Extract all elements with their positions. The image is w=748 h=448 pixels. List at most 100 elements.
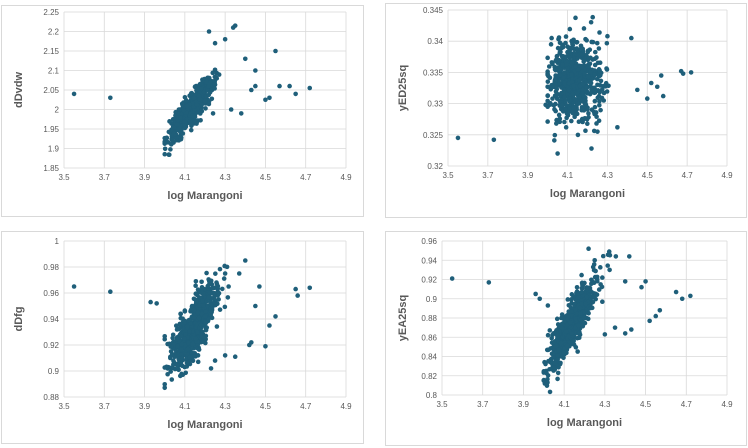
data-point bbox=[219, 286, 225, 292]
data-point bbox=[180, 372, 186, 378]
data-point bbox=[613, 254, 619, 259]
data-point bbox=[600, 253, 606, 259]
data-point bbox=[562, 80, 567, 86]
data-point bbox=[307, 285, 313, 291]
data-point bbox=[190, 113, 196, 119]
data-point bbox=[184, 364, 190, 369]
data-point bbox=[190, 341, 196, 347]
data-point bbox=[200, 339, 206, 344]
y-tick-label: 2.15 bbox=[43, 47, 59, 56]
x-tick-label: 4.5 bbox=[642, 171, 654, 180]
data-point bbox=[168, 355, 173, 361]
data-point bbox=[71, 91, 77, 97]
data-point bbox=[607, 267, 612, 273]
data-point bbox=[576, 119, 582, 125]
data-point bbox=[232, 23, 238, 28]
data-point bbox=[171, 362, 176, 367]
data-point bbox=[589, 87, 594, 92]
data-point bbox=[605, 263, 611, 268]
data-point bbox=[162, 385, 168, 391]
data-point bbox=[579, 272, 584, 278]
data-point bbox=[556, 347, 561, 353]
y-tick-label: 2.2 bbox=[48, 28, 60, 37]
data-point bbox=[573, 316, 578, 322]
data-point bbox=[154, 301, 159, 306]
data-point bbox=[207, 281, 212, 287]
y-tick-label: 2.05 bbox=[43, 86, 59, 95]
y-tick-label: 2.25 bbox=[43, 8, 59, 17]
data-point bbox=[576, 95, 582, 100]
data-point bbox=[557, 80, 562, 86]
data-point bbox=[555, 370, 561, 376]
data-point bbox=[597, 98, 602, 104]
data-point bbox=[206, 316, 211, 322]
data-point bbox=[455, 135, 461, 141]
y-tick-label: 0.92 bbox=[421, 276, 437, 285]
data-point bbox=[208, 302, 214, 308]
data-point bbox=[253, 303, 258, 309]
data-point bbox=[583, 128, 588, 134]
data-point bbox=[208, 306, 214, 311]
data-point bbox=[590, 264, 596, 270]
data-point bbox=[563, 125, 569, 130]
data-point bbox=[564, 62, 569, 67]
data-point bbox=[214, 70, 220, 76]
y-tick-label: 0.8 bbox=[426, 391, 438, 400]
data-point bbox=[583, 36, 588, 42]
chart-panel-yed25sq: 0.32 0.325 0.33 0.335 0.34 0.345 3.5 3.7 3.9 4.1 4… bbox=[385, 3, 747, 218]
data-point bbox=[236, 271, 242, 276]
y-tick-label: 0.84 bbox=[421, 353, 437, 362]
data-point bbox=[561, 350, 567, 356]
x-tick-label: 4.5 bbox=[260, 173, 272, 182]
data-point bbox=[592, 90, 597, 96]
data-point bbox=[197, 96, 203, 102]
data-point bbox=[644, 96, 650, 101]
data-point bbox=[622, 279, 628, 284]
x-tick-label: 4.3 bbox=[602, 171, 614, 180]
data-point bbox=[191, 307, 197, 313]
data-point bbox=[592, 98, 598, 104]
data-point bbox=[210, 111, 216, 116]
data-point bbox=[202, 98, 208, 104]
data-point bbox=[654, 84, 660, 90]
data-point bbox=[548, 100, 553, 106]
data-point bbox=[195, 329, 200, 335]
x-tick-label: 4.7 bbox=[300, 402, 312, 411]
data-point bbox=[263, 344, 268, 349]
data-point bbox=[688, 70, 694, 75]
data-point bbox=[199, 102, 204, 108]
x-tick-label: 4.3 bbox=[220, 402, 232, 411]
data-point bbox=[592, 62, 598, 68]
data-point bbox=[200, 303, 206, 308]
data-point bbox=[196, 315, 202, 321]
data-point bbox=[545, 84, 550, 90]
data-point bbox=[581, 316, 587, 321]
data-point bbox=[588, 70, 593, 75]
data-point bbox=[162, 146, 168, 152]
data-point bbox=[162, 333, 168, 339]
data-point bbox=[557, 72, 563, 78]
x-tick-label: 4.9 bbox=[340, 402, 352, 411]
data-point bbox=[184, 324, 190, 329]
data-point bbox=[592, 49, 598, 55]
data-point bbox=[207, 90, 213, 95]
y-tick-label: 0.325 bbox=[423, 131, 444, 140]
data-point bbox=[217, 266, 223, 272]
data-point bbox=[164, 364, 169, 370]
data-point bbox=[71, 284, 77, 289]
data-point bbox=[176, 367, 181, 373]
data-point bbox=[206, 29, 212, 34]
data-point bbox=[607, 252, 613, 258]
data-point bbox=[556, 112, 562, 118]
data-point bbox=[203, 309, 209, 314]
data-point bbox=[559, 315, 564, 321]
data-point bbox=[571, 105, 577, 111]
data-point bbox=[555, 333, 560, 339]
data-point bbox=[589, 146, 594, 151]
y-tick-label: 1 bbox=[55, 237, 60, 246]
chart-panel-ddfg: 0.88 0.9 0.92 0.94 0.96 0.98 1 3.5 3.7 3.9 4.1 4.3 4… bbox=[1, 231, 364, 444]
data-point bbox=[242, 258, 248, 263]
data-point bbox=[552, 365, 557, 371]
data-point bbox=[571, 37, 576, 43]
data-point bbox=[565, 66, 570, 71]
